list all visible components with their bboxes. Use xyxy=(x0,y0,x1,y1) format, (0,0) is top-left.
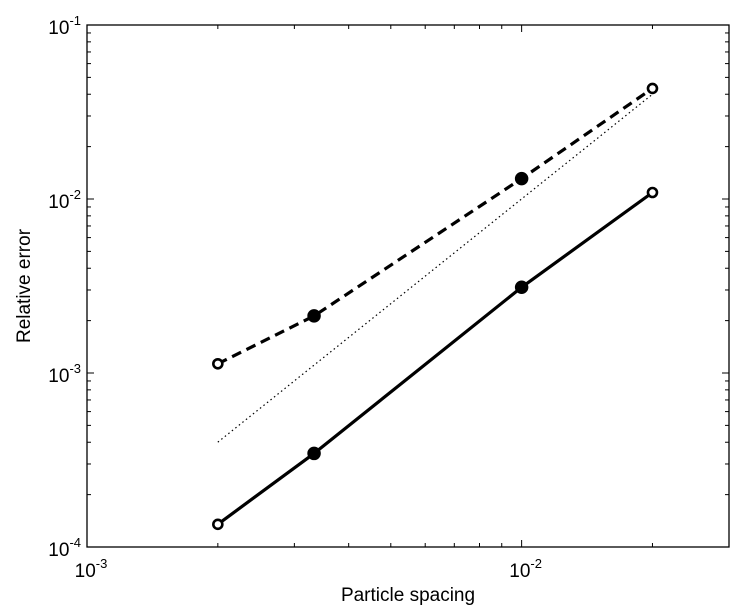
y-tick-label-exponent: -4 xyxy=(69,535,81,550)
x-tick-label-exponent: -3 xyxy=(96,556,108,571)
x-axis-label: Particle spacing xyxy=(341,585,475,606)
y-tick-label-exponent: -3 xyxy=(69,361,81,376)
dashed-series-point xyxy=(646,82,659,95)
y-tick-label: 10-4 xyxy=(48,535,81,561)
y-axis-label: Relative error xyxy=(14,228,35,343)
ticks-layer: 10-3 10-210-410-310-210-1 xyxy=(48,13,730,582)
x-tick-label-base: 10 xyxy=(75,561,96,582)
solid-series-point xyxy=(307,446,321,461)
markers-layer xyxy=(212,82,659,531)
y-tick-label-exponent: -2 xyxy=(69,187,81,202)
y-tick-label-base: 10 xyxy=(48,18,69,39)
solid-series-point xyxy=(212,518,224,531)
y-tick-label-base: 10 xyxy=(48,540,69,561)
series-layer xyxy=(216,87,654,526)
y-tick-label: 10-3 xyxy=(48,361,81,387)
dashed-series-point xyxy=(212,357,224,370)
solid-series-point xyxy=(514,280,529,295)
plot-frame xyxy=(86,24,730,548)
y-tick-label-base: 10 xyxy=(48,192,69,213)
dashed-series-line xyxy=(217,87,654,366)
dashed-series-point xyxy=(514,171,529,186)
dashed-series-point xyxy=(307,309,321,323)
x-tick-label: 10-2 xyxy=(509,556,542,582)
x-tick-label: 10-3 xyxy=(75,556,108,582)
x-tick-label-exponent: -2 xyxy=(530,556,542,571)
y-tick-label-base: 10 xyxy=(48,366,69,387)
y-tick-label: 10-2 xyxy=(48,187,81,213)
axes-layer xyxy=(86,24,730,548)
solid-series-line xyxy=(216,191,654,526)
solid-series-point xyxy=(646,186,659,199)
x-tick-label-base: 10 xyxy=(509,561,530,582)
dotted-series-line xyxy=(217,93,653,443)
y-tick-label: 10-1 xyxy=(48,13,81,39)
y-tick-label-exponent: -1 xyxy=(69,13,81,28)
